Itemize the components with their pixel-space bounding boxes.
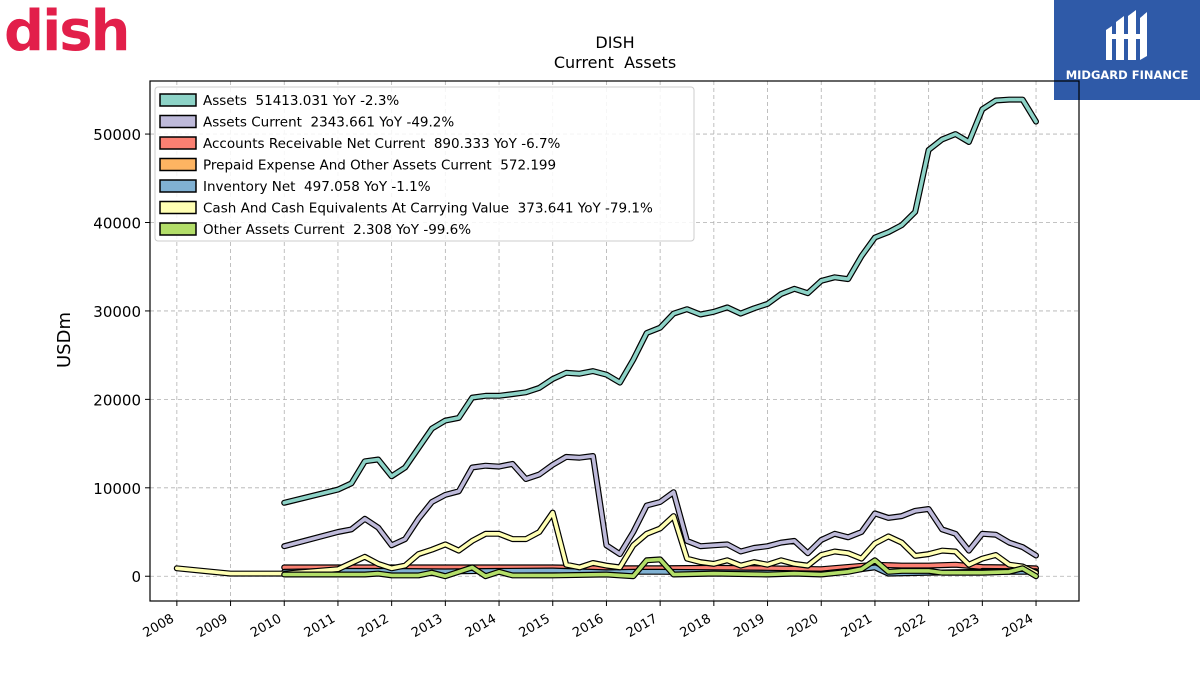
legend-swatch-other-assets-current: [159, 222, 197, 236]
series-lines: [173, 96, 1039, 580]
x-tick-label: 2013: [409, 611, 445, 641]
x-tick-label: 2015: [517, 611, 553, 641]
y-tick-label: 30000: [93, 303, 141, 321]
chart-legend: Assets 51413.031 YoY -2.3% Assets Current…: [154, 86, 695, 242]
legend-label-prepaid-expense-and-other-assets-current: Prepaid Expense And Other Assets Current…: [203, 158, 556, 174]
legend-swatch-cash-and-cash-equivalents-at-carrying-value: [159, 200, 197, 215]
legend-label-assets-current: Assets Current 2343.661 YoY -49.2%: [203, 115, 454, 131]
y-axis-label: USDm: [54, 312, 75, 368]
legend-label-other-assets-current: Other Assets Current 2.308 YoY -99.6%: [203, 222, 471, 238]
x-tick-label: 2020: [785, 611, 821, 641]
y-tick-label: 50000: [93, 126, 141, 144]
plot-frame: [149, 80, 1080, 602]
x-tick-label: 2010: [248, 611, 284, 641]
x-tick-label: 2019: [731, 611, 767, 641]
x-tick-label: 2011: [302, 611, 338, 641]
chart-title: DISH: [595, 33, 634, 52]
midgard-finance-logo: MIDGARD FINANCE: [1054, 0, 1200, 100]
x-tick-label: 2023: [946, 611, 982, 641]
legend-swatch-assets-current: [159, 114, 197, 129]
dish-logo-text: dish: [4, 2, 128, 58]
legend-swatch-accounts-receivable-net-current: [159, 136, 197, 150]
x-tick-label: 2009: [194, 611, 230, 641]
series-line-accounts-receivable-net-current: [282, 562, 1038, 572]
y-tick-label: 40000: [93, 214, 141, 232]
legend-label-cash-and-cash-equivalents-at-carrying-value: Cash And Cash Equivalents At Carrying Va…: [203, 201, 653, 217]
chart-subtitle: Current Assets: [554, 53, 676, 72]
x-tick-label: 2018: [678, 611, 714, 641]
x-tick-label: 2022: [892, 611, 928, 641]
legend-label-inventory-net: Inventory Net 497.058 YoY -1.1%: [203, 179, 431, 195]
series-line-cash-and-cash-equivalents-at-carrying-value: [175, 510, 1038, 576]
x-tick-label: 2021: [839, 611, 875, 641]
series-line-assets: [282, 97, 1038, 505]
y-tick-label: 10000: [93, 480, 141, 498]
x-tick-label: 2024: [1000, 611, 1036, 641]
legend-box: [154, 86, 695, 242]
y-tick-label: 20000: [93, 391, 141, 409]
series-line-assets-current: [282, 454, 1038, 558]
series-line-other-assets-current: [282, 557, 1038, 579]
x-tick-label: 2012: [355, 611, 391, 641]
legend-swatch-inventory-net: [159, 179, 197, 193]
x-tick-label: 2014: [463, 611, 499, 641]
dish-logo: dish: [4, 2, 130, 58]
legend-swatch-assets: [159, 93, 197, 107]
midgard-finance-name: MIDGARD FINANCE: [1065, 68, 1189, 82]
legend-label-accounts-receivable-net-current: Accounts Receivable Net Current 890.333 …: [203, 136, 561, 152]
legend-label-assets: Assets 51413.031 YoY -2.3%: [203, 93, 399, 109]
y-tick-label: 0: [131, 568, 141, 586]
x-tick-label: 2017: [624, 611, 660, 641]
legend-swatch-prepaid-expense-and-other-assets-current: [159, 157, 197, 172]
x-tick-label: 2008: [141, 611, 177, 641]
x-tick-label: 2016: [570, 611, 606, 641]
midgard-emblem-icon: [1106, 10, 1147, 60]
